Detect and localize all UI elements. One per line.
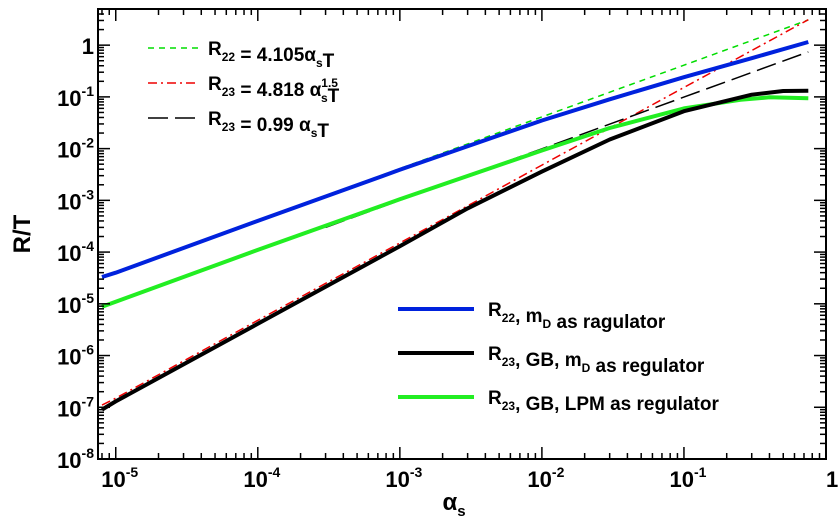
legend-label: R23 = 0.99 αsT: [208, 109, 329, 142]
series-r23_gb_lpm: [101, 95, 809, 309]
y-tick-label: 10-3: [57, 186, 94, 214]
series-layer: [100, 19, 809, 412]
legend-entry-r23_gb_lpm: R23, GB, LPM as regulator: [398, 388, 719, 415]
legend-entry-r23_gb_md: R23, GB, mD as regulator: [398, 344, 705, 377]
legend-entry-r23_fit_15: R23 = 4.818 α1.5 sT: [148, 74, 340, 107]
legend-label: R23 = 4.818 α1.5 sT: [208, 74, 340, 107]
y-tick-label: 10-5: [57, 290, 94, 318]
y-axis-label: R/T: [9, 214, 36, 253]
y-tick-label: 10-7: [57, 393, 94, 421]
series-r23_gb_md: [100, 88, 809, 412]
series-r22_md: [101, 40, 809, 279]
y-tick-label: 10-6: [57, 342, 94, 370]
legend-label: R23, GB, LPM as regulator: [488, 388, 719, 415]
x-tick-label: 10-3: [385, 464, 422, 492]
x-axis-label: αs: [442, 489, 465, 520]
y-tick-label: 10-2: [57, 135, 94, 163]
plot-frame: [97, 8, 827, 460]
y-tick-label: 10-1: [57, 83, 94, 111]
x-tick-label: 10-4: [243, 464, 280, 492]
x-tick-label: 10-1: [669, 464, 706, 492]
legend-entry-r23_fit_lin: R23 = 0.99 αsT: [148, 109, 329, 142]
x-tick-label: 10-2: [527, 464, 564, 492]
y-tick-label: 1: [82, 34, 94, 59]
legend-label: R23, GB, mD as regulator: [488, 344, 705, 377]
legend-entry-r22_md: R22, mD as ragulator: [398, 300, 666, 333]
x-tick-label: 1: [826, 467, 838, 492]
legend-entry-r22_fit: R22 = 4.105αsT: [148, 39, 335, 72]
legend-label: R22, mD as ragulator: [488, 300, 666, 333]
y-tick-label: 10-8: [57, 445, 94, 473]
x-tick-label: 10-5: [101, 464, 138, 492]
legend-label: R22 = 4.105αsT: [208, 39, 335, 72]
y-tick-label: 10-4: [57, 238, 94, 266]
tick-label-layer: 10-5 10-4 10-3 10-2 10-1 1 10-8 10-7 10-6 10-5 10-…: [57, 34, 838, 492]
